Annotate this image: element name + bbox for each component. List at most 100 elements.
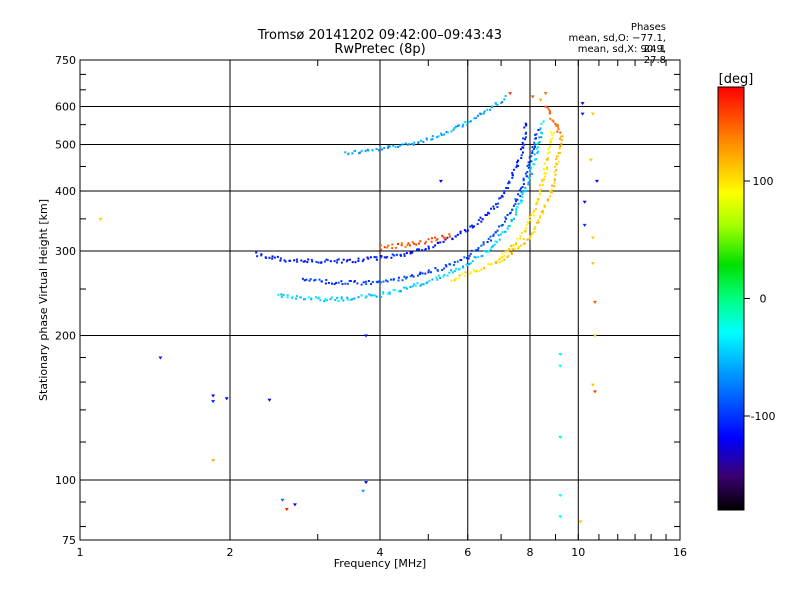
data-point xyxy=(558,494,563,498)
data-point xyxy=(532,148,535,150)
data-point xyxy=(498,261,501,264)
data-point xyxy=(560,139,563,141)
data-point xyxy=(536,151,539,154)
data-point xyxy=(443,237,446,240)
data-point xyxy=(497,202,500,205)
data-point xyxy=(430,237,433,240)
data-point xyxy=(529,219,532,222)
data-point xyxy=(549,190,552,193)
data-point xyxy=(407,242,410,245)
data-point xyxy=(490,239,492,242)
data-point xyxy=(280,293,283,296)
data-point xyxy=(211,394,216,398)
data-point xyxy=(300,259,303,262)
data-point xyxy=(482,112,485,115)
data-point xyxy=(501,260,504,263)
data-point xyxy=(291,296,294,299)
data-point xyxy=(404,245,407,248)
data-point xyxy=(324,282,327,285)
data-point xyxy=(517,165,520,167)
data-point xyxy=(546,166,548,169)
data-point xyxy=(342,258,345,261)
data-point xyxy=(394,246,397,249)
data-point xyxy=(299,296,302,299)
data-point xyxy=(539,188,542,191)
data-point xyxy=(453,270,456,273)
data-point xyxy=(438,179,443,183)
data-point xyxy=(511,208,514,211)
data-point xyxy=(405,252,408,255)
data-point xyxy=(524,186,527,189)
data-point xyxy=(397,145,400,148)
data-point xyxy=(340,280,343,283)
data-point xyxy=(444,264,447,267)
data-point xyxy=(456,260,459,263)
data-point xyxy=(487,250,490,253)
data-point xyxy=(255,251,258,254)
data-point xyxy=(380,244,382,247)
data-point xyxy=(364,481,369,485)
data-point xyxy=(493,207,496,210)
data-point xyxy=(556,163,559,166)
data-point xyxy=(546,158,549,161)
data-point xyxy=(279,257,282,260)
data-point xyxy=(418,248,421,251)
data-point xyxy=(303,279,306,282)
data-point xyxy=(529,235,532,238)
data-point xyxy=(525,223,528,226)
data-point xyxy=(480,220,483,223)
data-point xyxy=(434,236,437,239)
data-point xyxy=(439,241,442,244)
data-point xyxy=(534,226,537,228)
data-point xyxy=(442,240,445,243)
data-point xyxy=(545,158,548,161)
data-point xyxy=(466,229,469,232)
data-point xyxy=(476,223,479,226)
data-point xyxy=(521,151,524,154)
data-point xyxy=(410,143,413,145)
data-point xyxy=(387,145,390,148)
data-point xyxy=(411,241,414,244)
color-bar xyxy=(718,87,744,510)
data-point xyxy=(319,299,322,302)
data-point xyxy=(527,163,530,166)
data-point xyxy=(558,435,563,439)
data-point xyxy=(479,112,482,115)
data-point xyxy=(505,217,508,220)
data-point xyxy=(411,274,414,277)
data-point xyxy=(357,257,360,260)
data-point xyxy=(412,143,415,146)
data-point xyxy=(533,230,536,233)
data-point xyxy=(559,131,562,134)
data-point xyxy=(543,162,546,165)
data-point xyxy=(531,232,534,235)
data-point xyxy=(556,155,559,158)
data-point xyxy=(284,260,287,263)
data-point xyxy=(527,161,530,164)
data-point xyxy=(526,171,529,173)
data-point xyxy=(554,165,557,168)
data-point xyxy=(457,277,460,280)
data-point xyxy=(538,141,541,143)
data-point xyxy=(390,256,393,259)
data-point xyxy=(211,400,216,404)
data-point xyxy=(354,261,357,264)
data-point xyxy=(590,383,595,387)
data-point xyxy=(379,256,382,259)
data-point xyxy=(517,202,520,205)
data-point xyxy=(340,261,343,264)
data-point xyxy=(528,237,531,240)
data-point xyxy=(284,508,289,512)
data-point xyxy=(547,157,550,160)
data-point xyxy=(549,112,552,115)
data-point xyxy=(517,246,520,248)
data-point xyxy=(528,177,531,180)
data-point xyxy=(540,122,543,125)
data-point xyxy=(333,283,336,286)
x-tick-label: 10 xyxy=(571,546,585,559)
data-point xyxy=(381,148,383,151)
data-point xyxy=(361,260,364,263)
data-point xyxy=(542,168,545,171)
data-point xyxy=(344,282,347,285)
